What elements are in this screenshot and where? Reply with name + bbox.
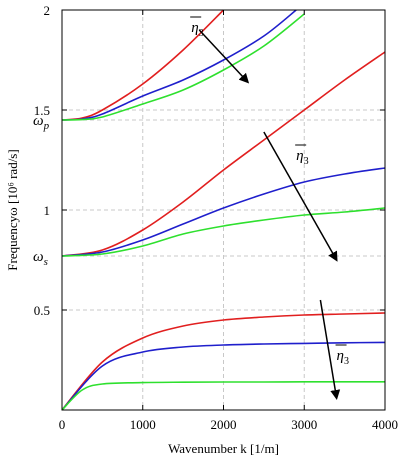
axis-ticks: 0 1000 2000 3000 4000 0.5 1 1.5 2 <box>34 3 398 432</box>
eta3-label: η3 <box>295 144 309 167</box>
y-tick-label: 1.5 <box>34 103 50 118</box>
series-line-blue <box>61 9 297 121</box>
eta3-label: η3 <box>335 344 349 367</box>
x-tick-label: 0 <box>59 417 66 432</box>
series-line-green <box>61 13 305 121</box>
eta3-text: η3 <box>337 348 349 367</box>
trend-arrow <box>198 29 250 84</box>
x-tick-label: 4000 <box>372 417 398 432</box>
x-tick-label: 3000 <box>291 417 317 432</box>
eta3-text: η3 <box>191 20 203 39</box>
series-line-green <box>61 207 386 257</box>
series-line-blue <box>61 341 386 411</box>
trend-arrow <box>263 131 338 262</box>
y-tick-label: 1 <box>44 203 51 218</box>
y-tick-label: 2 <box>44 3 51 18</box>
x-tick-label: 1000 <box>130 417 156 432</box>
series-line-red <box>61 312 386 411</box>
series-lines <box>61 9 386 411</box>
series-line-red <box>61 9 225 121</box>
y-axis-title: Frequencyω [10⁶ rad/s] <box>5 149 20 270</box>
trend-arrow <box>319 299 341 400</box>
eta3-label: η3 <box>190 16 204 39</box>
x-axis-title: Wavenumber k [1/m] <box>168 441 279 456</box>
series-line-blue <box>61 167 386 257</box>
labels: ωs ωp η3 η3 η3 <box>33 16 349 367</box>
series-line-green <box>61 380 385 411</box>
eta3-text: η3 <box>296 148 308 167</box>
omega-p-label: ωp <box>33 113 50 132</box>
x-tick-label: 2000 <box>211 417 237 432</box>
trend-arrows <box>198 29 341 400</box>
y-tick-label: 0.5 <box>34 303 50 318</box>
series-line-red <box>61 51 386 257</box>
omega-s-label: ωs <box>33 249 48 268</box>
